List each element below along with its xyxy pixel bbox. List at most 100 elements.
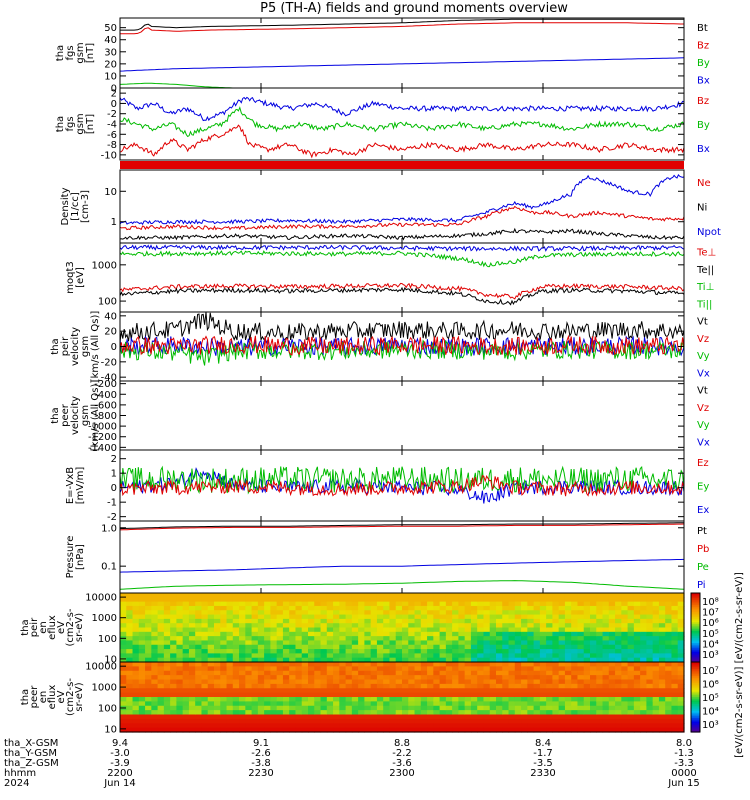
spectro-cell [527, 727, 535, 733]
spectro-cell [326, 701, 334, 707]
spectro-cell [351, 723, 359, 729]
spectro-cell [508, 597, 516, 603]
spectro-cell [458, 627, 466, 633]
spectro-cell [445, 666, 453, 672]
spectro-cell [232, 618, 240, 624]
spectro-cell [358, 623, 365, 629]
y-tick-label: -4 [107, 120, 117, 131]
spectro-cell [646, 718, 654, 724]
spectro-cell [251, 593, 259, 598]
spectro-cell [333, 670, 340, 676]
spectro-cell [615, 601, 622, 607]
spectro-cell [257, 727, 265, 733]
spectro-cell [527, 618, 535, 624]
spectro-cell [627, 636, 635, 642]
spectro-cell [496, 666, 503, 672]
spectro-cell [590, 666, 597, 672]
spectro-cell [420, 723, 428, 729]
spectro-cell [333, 683, 340, 689]
spectro-cell [433, 666, 441, 672]
plot-title: P5 (TH-A) fields and ground moments over… [260, 1, 568, 16]
spectro-cell [245, 627, 253, 633]
spectro-cell [201, 666, 209, 672]
spectro-cell [370, 688, 378, 694]
spectro-cell [276, 701, 284, 707]
spectro-cell [633, 614, 641, 620]
spectro-cell [483, 610, 491, 616]
spectro-cell [383, 636, 391, 642]
spectro-cell [602, 618, 610, 624]
spectro-cell [170, 718, 177, 724]
spectro-cell [615, 718, 622, 724]
spectro-cell [677, 692, 685, 698]
spectro-cell [276, 601, 284, 607]
spectro-cell [295, 614, 303, 620]
spectro-cell [546, 697, 553, 702]
spectro-cell [289, 618, 297, 624]
spectro-cell [590, 705, 597, 711]
x-tick-label: -3.9 [110, 758, 130, 769]
spectro-cell [646, 662, 654, 667]
series-Ni [119, 227, 685, 241]
spectro-cell [188, 714, 196, 720]
spectro-cell [583, 692, 591, 698]
spectro-cell [207, 670, 215, 676]
colorbar-cell [691, 596, 700, 599]
spectro-cell [188, 618, 196, 624]
spectro-cell [163, 618, 171, 624]
spectro-cell [301, 623, 309, 629]
spectro-cell [176, 710, 184, 716]
spectro-cell [583, 662, 591, 667]
spectro-cell [358, 593, 365, 598]
y-tick-label: 10 [104, 71, 117, 82]
spectro-cell [439, 644, 447, 650]
spectro-cell [314, 723, 322, 729]
spectro-cell [445, 692, 453, 698]
spectro-cell [445, 644, 453, 650]
spectro-cell [439, 618, 447, 624]
spectro-cell [527, 644, 535, 650]
spectro-cell [345, 644, 353, 650]
spectro-cell [289, 666, 297, 672]
spectro-cell [646, 618, 654, 624]
spectro-cell [282, 697, 290, 702]
spectro-cell [596, 670, 604, 676]
spectro-cell [239, 662, 246, 667]
spectro-cell [282, 653, 290, 659]
spectro-cell [138, 714, 146, 720]
spectro-cell [533, 618, 541, 624]
spectro-cell [207, 644, 215, 650]
spectro-cell [120, 718, 127, 724]
y-tick-label: 1 [111, 469, 117, 480]
spectro-cell [665, 705, 673, 711]
spectro-cell [176, 705, 184, 711]
spectro-cell [477, 723, 485, 729]
spectro-cell [571, 662, 579, 667]
spectro-cell [633, 683, 641, 689]
spectro-cell [552, 723, 560, 729]
spectro-cell [590, 653, 597, 659]
spectro-cell [496, 727, 503, 733]
colorbar-cell [691, 627, 700, 630]
spectro-cell [665, 710, 673, 716]
spectro-cell [226, 697, 234, 702]
spectro-cell [577, 679, 585, 685]
spectro-cell [389, 597, 397, 603]
spectro-cell [470, 670, 478, 676]
spectro-cell [596, 653, 604, 659]
spectro-cell [326, 718, 334, 724]
spectro-cell [564, 627, 572, 633]
spectro-cell [577, 640, 585, 646]
spectro-cell [301, 701, 309, 707]
spectro-cell [326, 593, 334, 598]
spectro-cell [433, 697, 441, 702]
spectro-cell [195, 670, 203, 676]
spectro-cell [364, 710, 372, 716]
spectro-cell [383, 727, 391, 733]
spectro-cell [646, 666, 654, 672]
spectro-cell [464, 710, 472, 716]
spectro-cell [439, 688, 447, 694]
spectro-cell [433, 644, 441, 650]
spectro-cell [289, 649, 297, 654]
spectro-cell [571, 683, 579, 689]
